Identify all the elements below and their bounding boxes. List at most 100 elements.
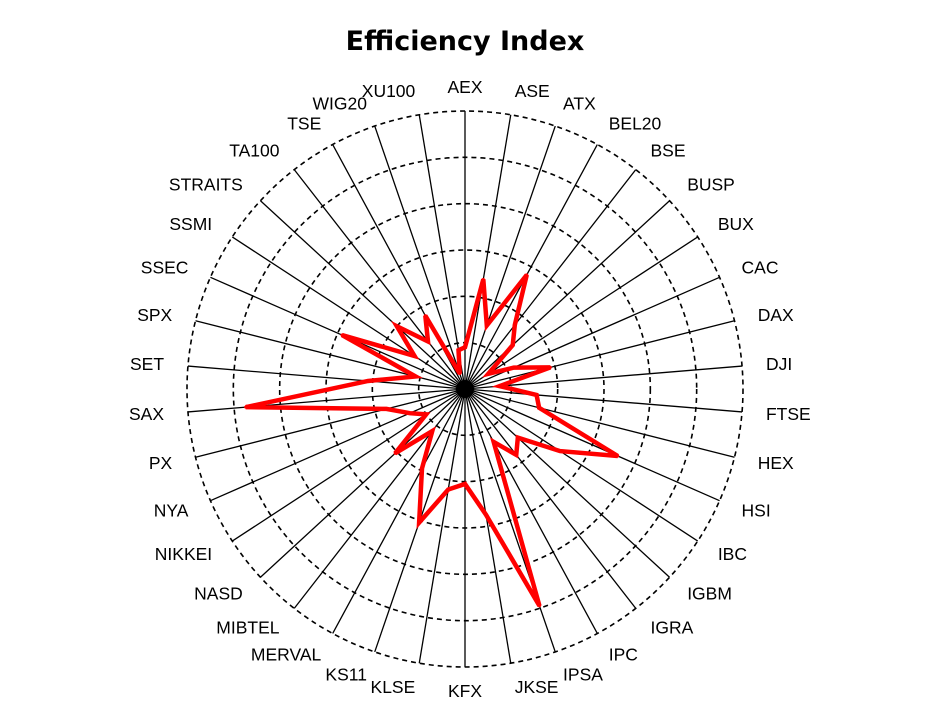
spoke-set [187, 365, 466, 390]
data-point-kfx [463, 482, 467, 486]
spoke-label-wig20: WIG20 [312, 93, 367, 113]
data-point-aex [463, 345, 467, 349]
spoke-ase [464, 114, 512, 390]
spoke-label-ipsa: IPSA [563, 665, 603, 685]
spoke-label-px: PX [149, 453, 173, 473]
spoke-label-set: SET [130, 354, 164, 374]
data-point-hsi [616, 454, 620, 458]
chart-title: Efficiency Index [345, 26, 585, 57]
data-point-klse [446, 488, 450, 492]
data-point-busp [511, 343, 515, 347]
spoke-label-atx: ATX [563, 93, 596, 113]
spoke-label-jkse: JKSE [515, 677, 559, 697]
spoke-bux [464, 236, 699, 390]
data-point-merval [420, 466, 424, 470]
data-point-bux [486, 372, 490, 376]
spoke-label-merval: MERVAL [251, 645, 322, 665]
spoke-label-nikkei: NIKKEI [155, 544, 212, 564]
data-point-dji [498, 384, 502, 388]
spoke-atx [464, 125, 556, 390]
data-point-igra [514, 453, 518, 457]
data-point-igbm [516, 436, 520, 440]
spoke-xu100 [418, 114, 466, 390]
data-point-nya [408, 411, 412, 415]
spoke-igbm [464, 388, 670, 578]
spoke-wig20 [374, 125, 466, 390]
data-point-straits [395, 324, 399, 328]
spoke-ipsa [464, 388, 556, 653]
data-point-wig20 [458, 372, 462, 376]
series-line-1 [245, 273, 619, 608]
spoke-label-nya: NYA [154, 500, 189, 520]
spoke-label-hex: HEX [758, 453, 794, 473]
data-point-ssmi [413, 354, 417, 358]
data-point-mibtel [430, 429, 434, 433]
spoke-label-aex: AEX [447, 77, 482, 97]
spoke-label-dji: DJI [766, 354, 792, 374]
data-point-ks11 [417, 521, 421, 525]
spoke-label-ibc: IBC [718, 544, 747, 564]
spoke-px [195, 388, 466, 458]
spoke-ssmi [231, 236, 466, 390]
spoke-ibc [464, 388, 699, 542]
spoke-ipc [464, 388, 598, 634]
spoke-label-ta100: TA100 [229, 141, 280, 161]
spoke-label-igra: IGRA [650, 617, 693, 637]
spoke-mibtel [293, 388, 466, 609]
spoke-nasd [260, 388, 466, 578]
spoke-label-ks11: KS11 [325, 665, 367, 685]
spoke-hsi [464, 388, 720, 502]
spoke-busp [464, 200, 670, 390]
spoke-klse [418, 388, 466, 664]
spoke-dji [464, 365, 743, 390]
data-point-nikkei [424, 412, 428, 416]
data-point-ssec [340, 333, 344, 337]
data-point-ipsa [537, 604, 541, 608]
data-point-ase [481, 277, 485, 281]
spoke-label-straits: STRAITS [169, 174, 243, 194]
data-point-atx [485, 323, 489, 327]
spoke-straits [260, 200, 466, 390]
spoke-label-ssmi: SSMI [169, 214, 212, 234]
data-point-cac [512, 366, 516, 370]
spoke-ta100 [293, 169, 466, 390]
spoke-label-hsi: HSI [742, 500, 771, 520]
spoke-ftse [464, 388, 743, 413]
data-point-nasd [393, 451, 397, 455]
spoke-label-tse: TSE [287, 113, 321, 133]
spoke-label-sax: SAX [129, 404, 164, 424]
center-hub [456, 380, 474, 398]
spoke-label-kfx: KFX [448, 681, 482, 701]
spoke-label-ftse: FTSE [766, 404, 811, 424]
spoke-nya [210, 388, 466, 502]
data-point-bse [513, 323, 517, 327]
spoke-bse [464, 169, 637, 390]
spoke-ssec [210, 276, 466, 390]
data-point-ta100 [426, 339, 430, 343]
data-point-set [366, 379, 370, 383]
data-point-hex [537, 406, 541, 410]
spoke-label-klse: KLSE [371, 677, 416, 697]
spoke-label-busp: BUSP [687, 174, 735, 194]
spoke-label-ssec: SSEC [141, 258, 189, 278]
data-point-ipc [492, 440, 496, 444]
spoke-label-nasd: NASD [194, 584, 243, 604]
spoke-label-bse: BSE [650, 141, 685, 161]
data-point-bel20 [525, 273, 529, 277]
spoke-sax [187, 388, 466, 413]
data-point-spx [414, 374, 418, 378]
data-point-jkse [484, 513, 488, 517]
spoke-label-mibtel: MIBTEL [216, 617, 279, 637]
spoke-spx [195, 320, 466, 390]
spoke-label-cac: CAC [742, 258, 779, 278]
spoke-label-bel20: BEL20 [609, 113, 662, 133]
data-point-px [384, 407, 388, 411]
spoke-bel20 [464, 144, 598, 390]
spoke-label-ase: ASE [515, 81, 550, 101]
data-point-sax [244, 405, 248, 409]
spoke-jkse [464, 388, 512, 664]
data-point-dax [548, 365, 552, 369]
data-point-ibc [558, 449, 562, 453]
spoke-label-igbm: IGBM [687, 584, 732, 604]
